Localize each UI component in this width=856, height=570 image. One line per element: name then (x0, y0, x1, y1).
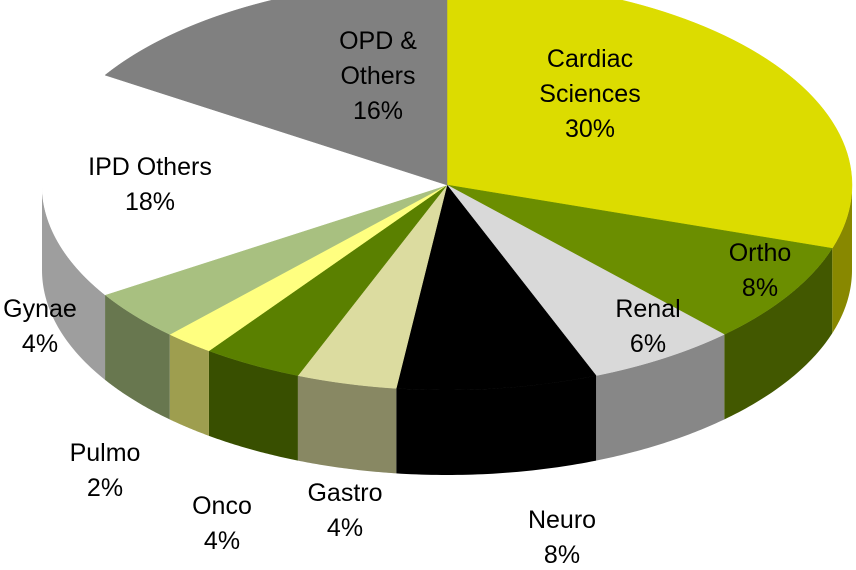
slice-side (105, 294, 170, 420)
slice (104, 184, 448, 335)
category-label: Cardiac Sciences (539, 45, 641, 108)
slice-side (42, 185, 106, 380)
category-label: IPD Others (88, 153, 212, 181)
slice-label: Renal 6% (593, 292, 703, 362)
value-label: 16% (352, 97, 404, 125)
value-label: 4% (21, 330, 59, 358)
slice-label: OPD & Others 16% (323, 24, 433, 129)
slice-label: IPD Others 18% (40, 150, 260, 220)
category-label: Renal (615, 295, 681, 323)
slice-label: Ortho 8% (705, 236, 815, 306)
slice (104, 0, 448, 186)
value-label: 2% (86, 474, 124, 502)
category-label: Pulmo (69, 439, 141, 467)
slice (41, 74, 448, 296)
slice-label: Gynae 4% (0, 292, 85, 362)
slice-label: Gastro 4% (290, 476, 400, 546)
value-label: 8% (741, 274, 779, 302)
slice-side (832, 185, 852, 334)
category-label: Ortho (728, 239, 792, 267)
value-label: 4% (326, 514, 364, 542)
slice (297, 184, 448, 389)
slice (169, 184, 448, 352)
slice (446, 184, 833, 335)
category-label: Gynae (3, 295, 77, 323)
slice-side (396, 375, 597, 475)
category-label: Onco (192, 492, 252, 520)
slice (446, 184, 725, 376)
slice-side (169, 334, 209, 436)
slice-label: Cardiac Sciences 30% (515, 42, 665, 147)
slice (208, 184, 448, 376)
slice-side (208, 350, 298, 461)
category-label: Neuro (527, 506, 597, 534)
slice (446, 0, 853, 249)
slice-side (724, 248, 833, 420)
category-label: Gastro (307, 479, 383, 507)
value-label: 30% (564, 115, 616, 143)
slice-side (596, 334, 725, 461)
slice-label: Onco 4% (167, 489, 277, 559)
slice-label: Neuro 8% (507, 503, 617, 570)
category-label: OPD & Others (339, 27, 417, 90)
slice (395, 184, 597, 391)
value-label: 8% (543, 541, 581, 569)
value-label: 18% (124, 188, 176, 216)
value-label: 6% (629, 330, 667, 358)
slice-side (297, 375, 397, 474)
slice-label: Pulmo 2% (50, 436, 160, 506)
value-label: 4% (203, 527, 241, 555)
